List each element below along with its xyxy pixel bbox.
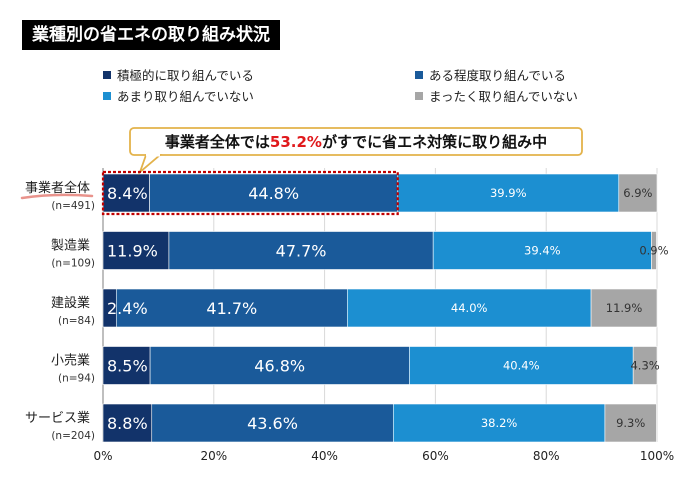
category-label: サービス業 bbox=[25, 410, 90, 426]
data-label: 38.2% bbox=[481, 416, 518, 430]
callout-pointer bbox=[138, 154, 163, 175]
bar-segment bbox=[149, 346, 410, 385]
data-label: 6.9% bbox=[623, 186, 652, 200]
bar-segment bbox=[102, 231, 170, 270]
data-label: 47.7% bbox=[276, 242, 327, 261]
data-label: 0.9% bbox=[639, 244, 668, 258]
category-sample-size: (n=491) bbox=[51, 200, 95, 212]
data-label: 9.3% bbox=[616, 416, 645, 430]
legend-swatch bbox=[103, 92, 111, 100]
x-tick-label: 80% bbox=[533, 449, 560, 463]
data-label: 46.8% bbox=[254, 357, 305, 376]
bar-segment bbox=[604, 403, 657, 443]
category-label: 製造業 bbox=[51, 238, 90, 254]
legend-swatch bbox=[415, 92, 423, 100]
data-label: 4.3% bbox=[630, 359, 659, 373]
data-label: 40.4% bbox=[503, 359, 540, 373]
category-label: 事業者全体 bbox=[25, 180, 90, 196]
bar-segment bbox=[432, 231, 652, 270]
data-label: 2.4% bbox=[107, 299, 148, 318]
legend-label: あまり取り組んでいない bbox=[117, 89, 254, 104]
legend-label: ある程度取り組んでいる bbox=[429, 68, 566, 83]
data-label: 43.6% bbox=[247, 414, 298, 433]
data-label: 44.8% bbox=[248, 184, 299, 203]
data-label: 11.9% bbox=[606, 301, 643, 315]
bar-segment bbox=[168, 231, 434, 270]
data-label: 8.5% bbox=[107, 357, 148, 376]
bar-segment bbox=[409, 346, 634, 385]
bar-segment bbox=[392, 403, 606, 443]
x-tick-label: 20% bbox=[200, 449, 227, 463]
x-tick-label: 100% bbox=[640, 449, 674, 463]
category-sample-size: (n=204) bbox=[51, 430, 95, 442]
bar-segment bbox=[115, 288, 348, 328]
bar-segment bbox=[590, 288, 658, 328]
legend-label: 積極的に取り組んでいる bbox=[117, 68, 254, 83]
legend-swatch bbox=[415, 71, 423, 79]
bar-segment bbox=[618, 173, 658, 213]
bar-segment bbox=[149, 173, 399, 213]
category-highlight-underline bbox=[20, 193, 94, 200]
data-label: 8.8% bbox=[107, 414, 148, 433]
data-label: 11.9% bbox=[107, 242, 158, 261]
data-label: 39.9% bbox=[490, 186, 527, 200]
x-tick-label: 40% bbox=[311, 449, 338, 463]
bar-segment bbox=[151, 403, 394, 443]
category-sample-size: (n=109) bbox=[51, 258, 95, 270]
callout-text: 事業者全体では53.2%がすでに省エネ対策に取り組み中 bbox=[165, 133, 547, 151]
legend-swatch bbox=[103, 71, 111, 79]
highlight-box bbox=[101, 170, 399, 216]
x-tick-label: 60% bbox=[422, 449, 449, 463]
data-label: 41.7% bbox=[206, 299, 257, 318]
bar-segment bbox=[651, 231, 657, 270]
data-label: 8.4% bbox=[107, 184, 148, 203]
bar-segment bbox=[102, 346, 151, 385]
data-label: 39.4% bbox=[524, 244, 561, 258]
callout-box bbox=[129, 127, 583, 156]
legend-label: まったく取り組んでいない bbox=[429, 89, 578, 104]
data-label: 44.0% bbox=[451, 301, 488, 315]
bar-segment bbox=[347, 288, 592, 328]
category-sample-size: (n=94) bbox=[58, 373, 95, 385]
x-tick-label: 0% bbox=[93, 449, 112, 463]
bar-segment bbox=[632, 346, 658, 385]
category-label: 建設業 bbox=[51, 295, 90, 311]
chart-title: 業種別の省エネの取り組み状況 bbox=[22, 20, 280, 50]
category-sample-size: (n=84) bbox=[58, 315, 95, 327]
category-label: 小売業 bbox=[51, 353, 90, 369]
bar-segment bbox=[102, 403, 153, 443]
